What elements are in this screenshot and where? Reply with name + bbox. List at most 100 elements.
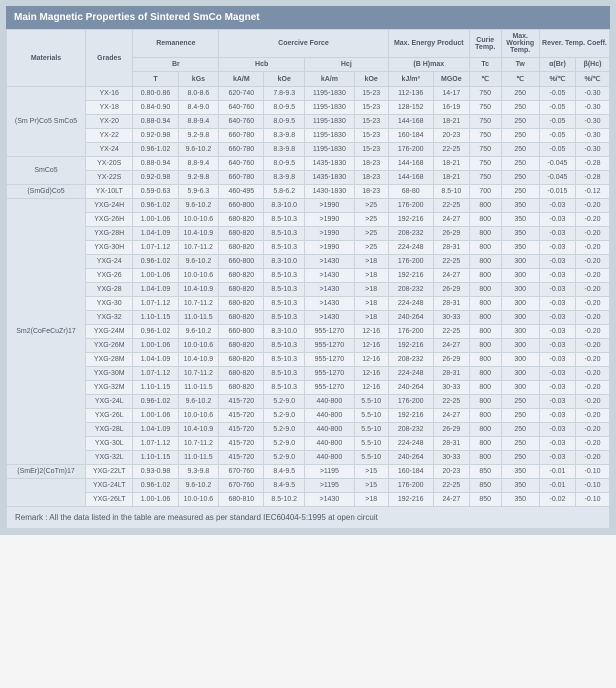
table-row: YXG-321.10-1.1511.0-11.5680-8208.5-10.3>…: [7, 311, 610, 325]
data-cell: 11.0-11.5: [178, 381, 219, 395]
data-cell: -0.30: [576, 87, 610, 101]
data-cell: 208-232: [388, 353, 433, 367]
table-row: SmCo5YX-20S0.88-0.948.8-9.4640-7608.0-9.…: [7, 157, 610, 171]
material-cell: Sm2(CoFeCuZr)17: [7, 199, 86, 465]
data-cell: >18: [354, 493, 388, 507]
data-cell: YXG-24H: [86, 199, 133, 213]
table-row: YX-220.92-0.989.2-9.8660-7808.3-9.81195-…: [7, 129, 610, 143]
data-cell: 8.8-9.4: [178, 157, 219, 171]
data-cell: 240-264: [388, 311, 433, 325]
data-cell: -0.20: [576, 297, 610, 311]
data-cell: YX-20: [86, 115, 133, 129]
data-cell: 415-720: [219, 409, 264, 423]
data-cell: YXG-24L: [86, 395, 133, 409]
data-cell: 350: [501, 493, 539, 507]
data-cell: 15-23: [354, 143, 388, 157]
data-cell: -0.20: [576, 437, 610, 451]
data-cell: YXG-26: [86, 269, 133, 283]
col-coercive: Coercive Force: [219, 30, 388, 58]
data-cell: -0.20: [576, 381, 610, 395]
data-cell: 680-820: [219, 381, 264, 395]
unit-kam2: kA/m: [305, 72, 355, 87]
data-cell: 10.4-10.9: [178, 423, 219, 437]
data-cell: YXG-28H: [86, 227, 133, 241]
data-cell: -0.03: [539, 451, 575, 465]
table-row: YXG-30M1.07-1.1210.7-11.2680-8208.5-10.3…: [7, 367, 610, 381]
data-cell: >15: [354, 479, 388, 493]
data-cell: 30-33: [433, 311, 469, 325]
data-cell: 9.6-10.2: [178, 395, 219, 409]
data-cell: -0.20: [576, 423, 610, 437]
data-cell: 11.0-11.5: [178, 451, 219, 465]
data-cell: 1.00-1.06: [133, 213, 178, 227]
data-cell: 800: [469, 241, 501, 255]
data-cell: -0.03: [539, 199, 575, 213]
table-row: YXG-24M0.96-1.029.6-10.2660-8008.3-10.09…: [7, 325, 610, 339]
table-row: YXG-26LT1.00-1.0610.0-10.6680-8108.5-10.…: [7, 493, 610, 507]
data-cell: YX-10LT: [86, 185, 133, 199]
data-cell: 1.07-1.12: [133, 437, 178, 451]
data-cell: 0.59-0.63: [133, 185, 178, 199]
data-cell: 8.3-10.0: [264, 255, 305, 269]
data-cell: 700: [469, 185, 501, 199]
data-cell: 660-780: [219, 171, 264, 185]
data-cell: 30-33: [433, 381, 469, 395]
col-tw: Tw: [501, 58, 539, 72]
table-row: YXG-301.07-1.1210.7-11.2680-8208.5-10.3>…: [7, 297, 610, 311]
table-row: YXG-26M1.00-1.0610.0-10.6680-8208.5-10.3…: [7, 339, 610, 353]
unit-mgoe: MGOe: [433, 72, 469, 87]
data-cell: -0.03: [539, 325, 575, 339]
data-cell: YX-22S: [86, 171, 133, 185]
data-cell: -0.20: [576, 353, 610, 367]
data-cell: 800: [469, 437, 501, 451]
data-cell: -0.20: [576, 227, 610, 241]
data-cell: 5.5-10: [354, 409, 388, 423]
data-cell: -0.05: [539, 143, 575, 157]
data-cell: 750: [469, 129, 501, 143]
data-cell: 22-25: [433, 325, 469, 339]
data-cell: 955-1270: [305, 325, 355, 339]
data-cell: 680-820: [219, 241, 264, 255]
data-cell: 7.8-9.3: [264, 87, 305, 101]
data-cell: 0.96-1.02: [133, 199, 178, 213]
data-cell: -0.03: [539, 423, 575, 437]
data-cell: 8.8-9.4: [178, 115, 219, 129]
data-cell: -0.10: [576, 493, 610, 507]
data-cell: 1195-1830: [305, 143, 355, 157]
data-cell: 18-21: [433, 157, 469, 171]
col-materials: Materials: [7, 30, 86, 87]
data-cell: 18-21: [433, 171, 469, 185]
material-cell: (Sm Pr)Co5 SmCo5: [7, 87, 86, 157]
data-cell: -0.20: [576, 283, 610, 297]
data-cell: 440-800: [305, 451, 355, 465]
data-cell: 15-23: [354, 101, 388, 115]
data-cell: -0.20: [576, 311, 610, 325]
data-cell: 8.0-9.5: [264, 157, 305, 171]
data-cell: 10.0-10.6: [178, 269, 219, 283]
unit-pc1: %/℃: [539, 72, 575, 87]
data-cell: 18-23: [354, 171, 388, 185]
data-cell: -0.20: [576, 241, 610, 255]
data-cell: 620-740: [219, 87, 264, 101]
data-cell: >1430: [305, 269, 355, 283]
data-cell: 5.2-9.0: [264, 437, 305, 451]
data-cell: 250: [501, 171, 539, 185]
data-cell: 176-200: [388, 395, 433, 409]
data-cell: 26-29: [433, 283, 469, 297]
data-cell: -0.05: [539, 129, 575, 143]
data-cell: 1195-1830: [305, 115, 355, 129]
data-cell: 8.5-10.3: [264, 381, 305, 395]
data-cell: -0.28: [576, 171, 610, 185]
table-row: YX-200.88-0.948.8-9.4640-7608.0-9.51195-…: [7, 115, 610, 129]
data-cell: 144-168: [388, 157, 433, 171]
material-cell: [7, 479, 86, 507]
data-cell: 192-216: [388, 269, 433, 283]
data-cell: 176-200: [388, 255, 433, 269]
data-cell: 18-23: [354, 185, 388, 199]
data-cell: 10.4-10.9: [178, 353, 219, 367]
data-cell: 22-25: [433, 199, 469, 213]
data-cell: 415-720: [219, 395, 264, 409]
table-row: YX-180.84-0.908.4-9.0640-7608.0-9.51195-…: [7, 101, 610, 115]
table-row: YXG-28M1.04-1.0910.4-10.9680-8208.5-10.3…: [7, 353, 610, 367]
data-cell: 680-810: [219, 493, 264, 507]
